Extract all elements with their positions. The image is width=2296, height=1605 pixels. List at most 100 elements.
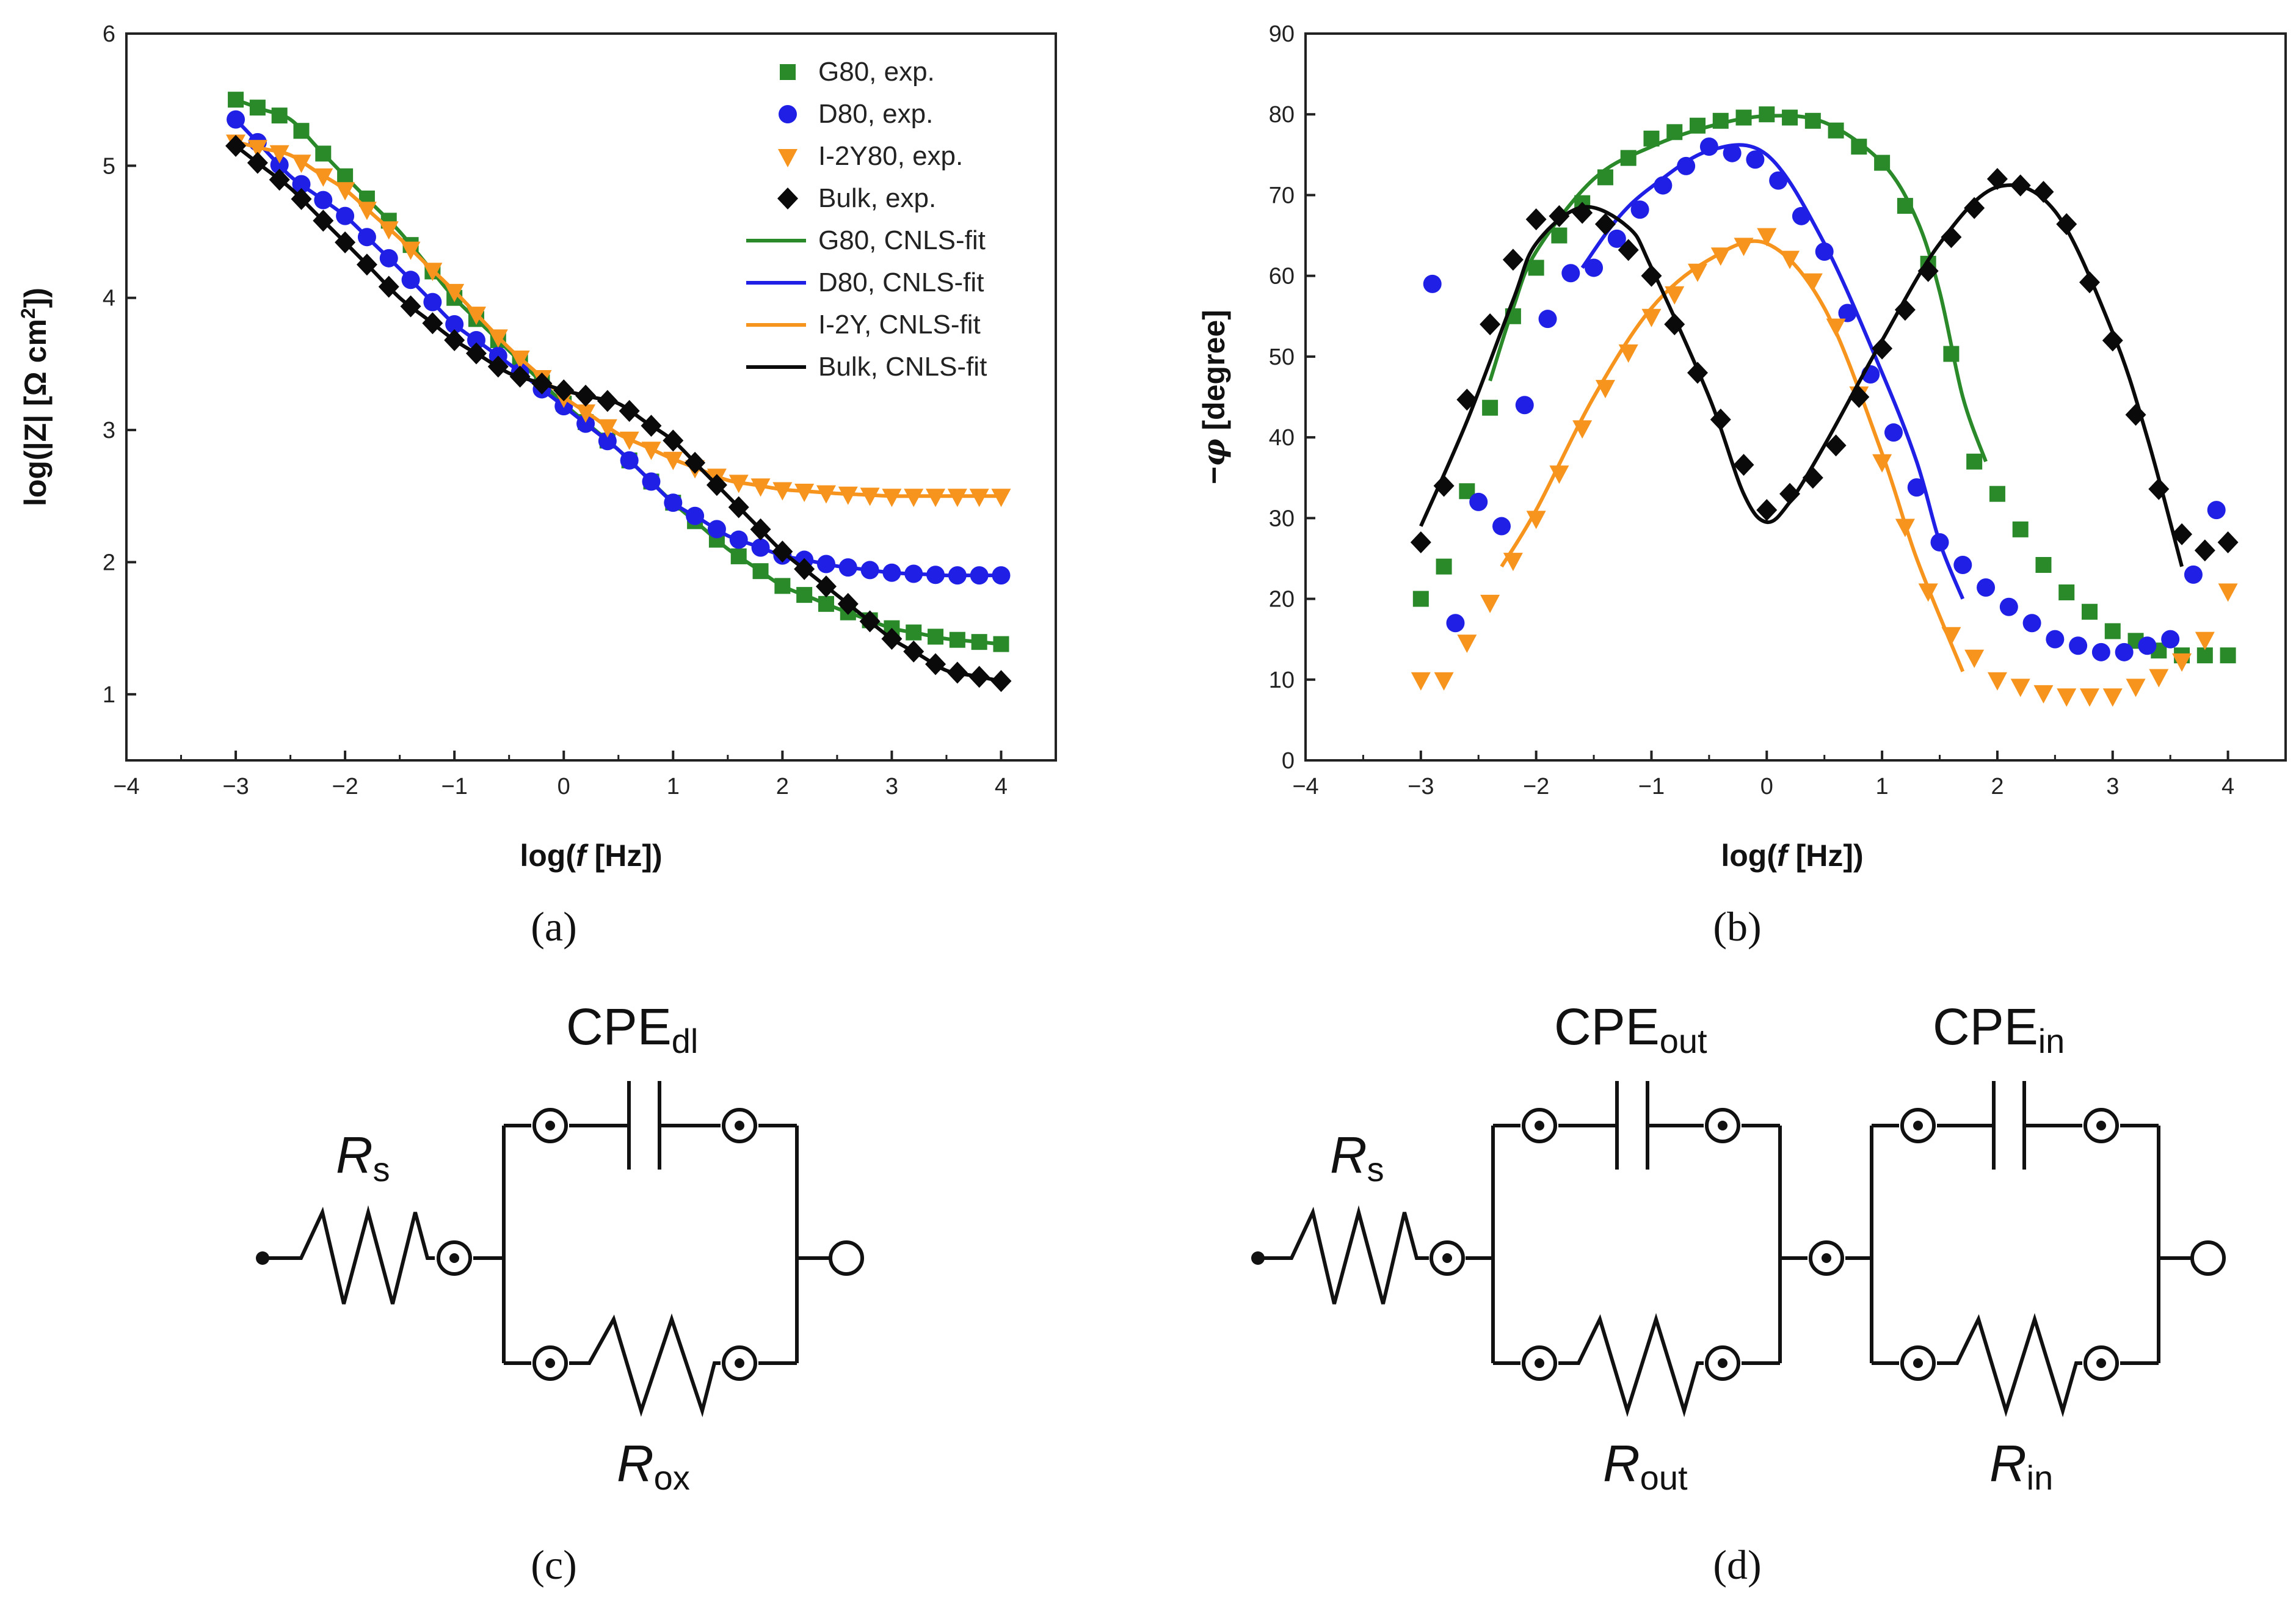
point-bulk — [225, 134, 247, 157]
point-d80 — [970, 566, 989, 585]
point-g80 — [1712, 112, 1729, 129]
point-i2y80 — [313, 168, 333, 187]
y-tick-label: 0 — [1282, 748, 1295, 774]
point-bulk — [1986, 168, 2008, 190]
panel-b-y-label: −φ [degree] — [1196, 310, 1232, 484]
point-bulk — [1549, 205, 1570, 227]
point-i2y80 — [2218, 583, 2238, 602]
point-bulk — [1917, 260, 1939, 282]
legend-label: G80, exp. — [818, 57, 935, 87]
y-tick-label: 6 — [103, 21, 115, 47]
y-tick-label: 10 — [1269, 668, 1295, 693]
point-bulk — [509, 365, 531, 388]
x-tick-label: −2 — [1523, 774, 1549, 799]
x-tick-label: 2 — [776, 774, 789, 799]
point-bulk — [1894, 299, 1916, 321]
y-tick-label: 30 — [1269, 506, 1295, 531]
point-bulk — [1641, 264, 1662, 287]
point-i2y80 — [1480, 594, 1500, 613]
point-bulk — [2079, 271, 2100, 294]
point-g80 — [1436, 558, 1452, 575]
y-tick-label: 2 — [103, 550, 115, 575]
circuit-d-node — [1522, 1108, 1557, 1143]
point-bulk — [772, 540, 793, 563]
circuit-d-rs-label: Rs — [1330, 1126, 1384, 1188]
y-tick-label: 50 — [1269, 344, 1295, 370]
point-bulk — [990, 670, 1012, 693]
point-i2y80 — [926, 489, 946, 508]
circuit-d-rin-resistor — [1937, 1312, 2082, 1418]
point-g80 — [315, 145, 332, 162]
point-i2y80 — [947, 489, 967, 508]
point-bulk — [903, 640, 925, 663]
circuit-d-cpe-in-label: CPEin — [1933, 998, 2065, 1060]
point-bulk — [1410, 531, 1431, 553]
point-d80 — [1585, 258, 1604, 277]
legend-label: I-2Y80, exp. — [818, 141, 963, 171]
point-bulk — [1480, 313, 1501, 335]
point-g80 — [1597, 169, 1613, 186]
point-d80 — [1699, 137, 1718, 156]
point-i2y80 — [2102, 688, 2123, 707]
point-i2y80 — [816, 485, 836, 504]
point-bulk — [1456, 388, 1478, 411]
circuit-c-rs-label: Rs — [336, 1126, 390, 1188]
point-d80 — [1654, 176, 1673, 195]
panel-a-legend: G80, exp. D80, exp. I-2Y80, exp. Bulk, exp.… — [746, 57, 987, 382]
y-tick-label: 1 — [103, 682, 115, 708]
point-bulk — [2056, 213, 2077, 236]
point-bulk — [2033, 181, 2054, 203]
point-bulk — [1572, 202, 1593, 224]
point-g80 — [1804, 112, 1821, 129]
point-d80 — [686, 506, 705, 525]
point-bulk — [815, 575, 837, 598]
point-bulk — [400, 295, 421, 318]
point-d80 — [2207, 501, 2226, 520]
point-d80 — [751, 538, 770, 557]
point-g80 — [1759, 106, 1775, 123]
point-g80 — [971, 634, 987, 650]
legend-label: D80, CNLS-fit — [818, 268, 984, 297]
point-i2y80 — [1918, 583, 1938, 602]
point-bulk — [444, 329, 465, 351]
point-i2y80 — [247, 140, 267, 159]
x-tick-label: 0 — [1760, 774, 1773, 799]
point-d80 — [314, 191, 333, 209]
point-g80 — [1897, 198, 1913, 214]
panel-a-y-label: log(|Z| [Ω cm2]) — [17, 288, 53, 506]
point-g80 — [1828, 122, 1844, 139]
point-d80 — [2022, 614, 2041, 633]
point-bulk — [1756, 499, 1778, 522]
point-bulk — [531, 372, 553, 395]
point-i2y80 — [1826, 318, 1846, 337]
caption-a: (a) — [531, 903, 576, 950]
point-d80 — [816, 555, 835, 573]
point-i2y80 — [269, 145, 289, 164]
point-i2y80 — [1549, 465, 1569, 484]
point-g80 — [1966, 453, 1983, 470]
point-g80 — [271, 107, 288, 124]
point-d80 — [1423, 274, 1442, 293]
point-i2y80 — [1964, 649, 1985, 668]
circuit-c-node — [722, 1345, 757, 1381]
point-g80 — [993, 636, 1009, 652]
legend-marker — [780, 64, 796, 80]
point-bulk — [881, 627, 903, 650]
point-i2y80 — [1710, 247, 1731, 266]
fit-line-d80 — [1580, 143, 1965, 600]
panel-b-frame — [1304, 32, 2287, 762]
point-i2y80 — [597, 419, 617, 438]
point-bulk — [619, 399, 640, 422]
point-bulk — [2194, 539, 2215, 562]
point-d80 — [1723, 144, 1742, 162]
point-i2y80 — [291, 155, 311, 173]
point-g80 — [2012, 521, 2029, 537]
point-i2y80 — [619, 431, 639, 450]
point-d80 — [1630, 200, 1649, 219]
point-i2y80 — [576, 404, 596, 423]
y-tick-label: 40 — [1269, 425, 1295, 451]
point-d80 — [838, 558, 857, 577]
point-d80 — [2115, 642, 2134, 661]
point-bulk — [2217, 531, 2239, 553]
x-tick-label: −3 — [222, 774, 249, 799]
